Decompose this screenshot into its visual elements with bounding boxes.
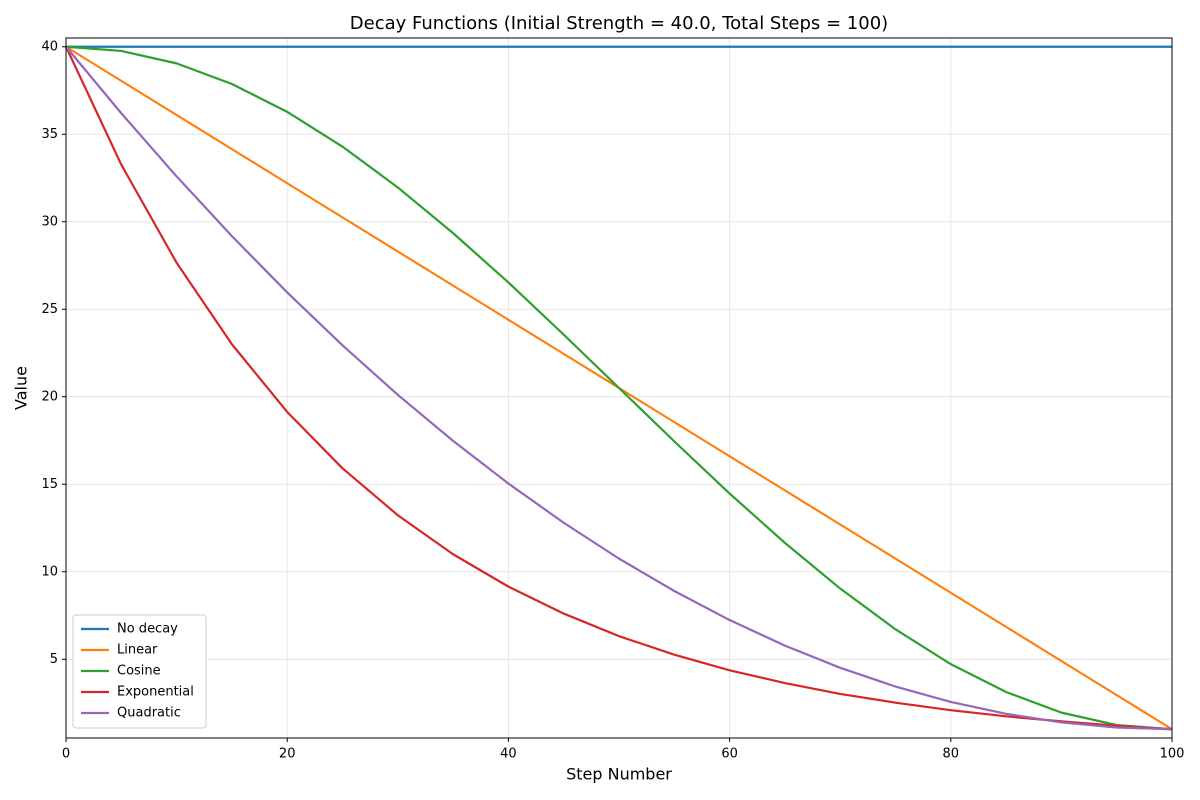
series-line — [65, 46, 1173, 731]
legend-label: Exponential — [117, 685, 194, 700]
legend: No decay Linear Cosine Exponential Quadratic — [72, 614, 207, 729]
x-tick-label: 20 — [279, 747, 296, 762]
legend-label: Cosine — [117, 664, 161, 679]
chart-title: Decay Functions (Initial Strength = 40.0… — [350, 13, 888, 34]
y-tick-label: 30 — [41, 214, 58, 229]
y-tick-label: 20 — [41, 389, 58, 404]
legend-label: No decay — [117, 622, 178, 637]
x-tick-label: 60 — [721, 747, 738, 762]
x-tick-label: 100 — [1160, 747, 1185, 762]
y-tick-label: 15 — [41, 477, 58, 492]
series-line — [65, 46, 1173, 731]
y-axis-label: Value — [12, 366, 31, 410]
y-tick-label: 35 — [41, 127, 58, 142]
legend-box — [72, 614, 207, 729]
y-tick-label: 5 — [50, 652, 58, 667]
x-axis-label: Step Number — [566, 765, 672, 784]
x-tick-label: 40 — [500, 747, 517, 762]
series-line — [65, 45, 1173, 731]
y-tick-label: 40 — [41, 39, 58, 54]
plot-frame — [65, 37, 1173, 739]
x-tick-label: 0 — [62, 747, 70, 762]
x-tick-label: 80 — [943, 747, 960, 762]
y-tick-label: 10 — [41, 564, 58, 579]
legend-label: Linear — [117, 643, 158, 658]
legend-label: Quadratic — [117, 706, 181, 721]
y-tick-label: 25 — [41, 302, 58, 317]
